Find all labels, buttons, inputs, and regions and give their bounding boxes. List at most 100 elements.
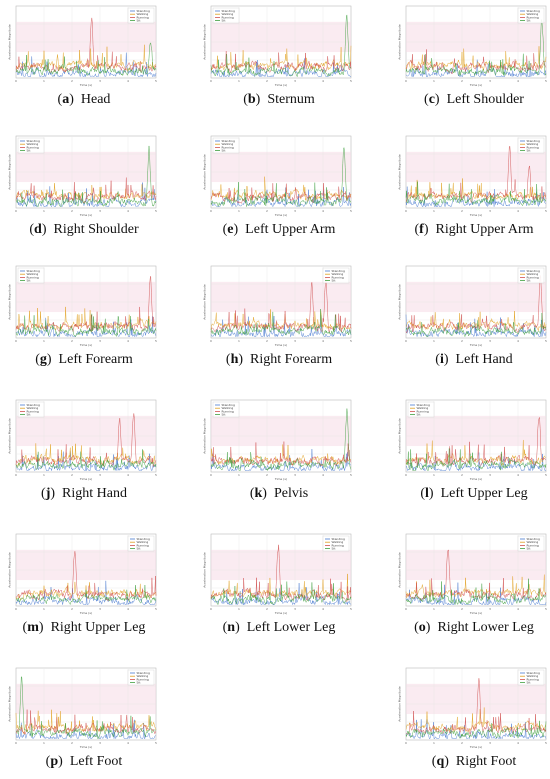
x-tick-label: 0 <box>15 339 17 343</box>
panel-caption: (n) Left Lower Leg <box>222 620 336 635</box>
x-tick-label: 4 <box>517 741 519 745</box>
legend-box <box>212 137 240 154</box>
x-tick-label: 1 <box>433 607 435 611</box>
legend-label-4: Sit <box>137 19 142 23</box>
x-tick-label: 1 <box>433 79 435 83</box>
y-axis-title: Acceleration Magnitude <box>398 24 402 60</box>
x-tick-label: 0 <box>405 79 407 83</box>
y-axis-title: Acceleration Magnitude <box>398 154 402 190</box>
panel-caption: (i) Left Hand <box>435 352 513 367</box>
panel-l: Acceleration Magnitude Time (s) 0 1 2 3 4 5 Stan… <box>398 398 550 506</box>
legend-label-1: Standing <box>27 403 40 407</box>
x-tick-label: 0 <box>405 339 407 343</box>
background-band <box>211 549 351 581</box>
x-tick-label: 0 <box>15 741 17 745</box>
x-tick-label: 3 <box>489 339 491 343</box>
x-tick-label: 2 <box>266 339 268 343</box>
panel-h: Acceleration Magnitude Time (s) 0 1 2 3 4 5 Stan… <box>203 264 355 372</box>
x-tick-label: 0 <box>405 473 407 477</box>
legend-box <box>17 137 45 154</box>
panel-label: Left Forearm <box>58 352 133 367</box>
series-line-4 <box>405 448 547 471</box>
panel-caption: (m) Right Upper Leg <box>22 620 146 635</box>
background-band <box>16 151 156 183</box>
legend-label-1: Standing <box>527 671 540 675</box>
series-line-4 <box>15 313 157 338</box>
panel-label: Right Forearm <box>250 352 333 367</box>
y-axis-title: Acceleration Magnitude <box>398 552 402 588</box>
legend-label-4: Sit <box>527 681 532 685</box>
legend-label-2: Walking <box>222 142 234 146</box>
legend-box <box>17 401 45 418</box>
x-tick-label: 5 <box>350 607 352 611</box>
x-tick-label: 3 <box>489 79 491 83</box>
series-line-4 <box>210 309 352 336</box>
x-tick-label: 4 <box>322 209 324 213</box>
x-tick-label: 1 <box>43 473 45 477</box>
y-axis-title: Acceleration Magnitude <box>203 154 207 190</box>
x-tick-label: 4 <box>127 79 129 83</box>
background-band <box>16 281 156 313</box>
panel-label: Right Foot <box>455 754 517 769</box>
x-tick-label: 0 <box>15 607 17 611</box>
y-axis-title: Acceleration Magnitude <box>203 418 207 454</box>
legend-box <box>322 535 350 552</box>
x-tick-label: 3 <box>489 473 491 477</box>
panel-letter: h <box>230 352 239 367</box>
background-band <box>211 281 351 313</box>
panel-caption: (l) Left Upper Leg <box>420 486 528 501</box>
legend-label-1: Standing <box>222 139 235 143</box>
x-tick-label: 0 <box>210 79 212 83</box>
legend-label-3: Running <box>137 15 149 19</box>
x-tick-label: 1 <box>433 741 435 745</box>
panel-caption: (e) Left Upper Arm <box>222 222 336 237</box>
series-line-3 <box>15 276 157 333</box>
panel-m: Acceleration Magnitude Time (s) 0 1 2 3 4 5 Stan… <box>8 532 160 640</box>
x-tick-label: 2 <box>71 79 73 83</box>
x-tick-label: 4 <box>127 339 129 343</box>
chart-c: Acceleration Magnitude Time (s) 0 1 2 3 4 5 Stan… <box>398 5 547 87</box>
x-tick-label: 2 <box>266 209 268 213</box>
panel-i: Acceleration Magnitude Time (s) 0 1 2 3 4 5 Stan… <box>398 264 550 372</box>
x-tick-label: 1 <box>43 607 45 611</box>
legend-label-1: Standing <box>527 9 540 13</box>
legend-label-3: Running <box>527 145 539 149</box>
panel-q: Acceleration Magnitude Time (s) 0 1 2 3 4 5 Stan… <box>398 666 550 774</box>
series-line-4 <box>210 14 352 78</box>
x-tick-label: 4 <box>127 607 129 611</box>
legend-label-4: Sit <box>332 547 337 551</box>
x-tick-label: 4 <box>517 339 519 343</box>
chart-q: Acceleration Magnitude Time (s) 0 1 2 3 4 5 Stan… <box>398 667 547 749</box>
x-tick-label: 5 <box>155 473 157 477</box>
panel-label: Left Upper Arm <box>245 222 336 237</box>
panel-letter: k <box>254 486 263 501</box>
series-line-1 <box>15 450 157 472</box>
x-tick-label: 5 <box>155 741 157 745</box>
background-band <box>16 415 156 447</box>
panel-caption: (g) Left Forearm <box>35 352 133 367</box>
panel-letter: j <box>45 486 51 501</box>
x-tick-label: 5 <box>155 209 157 213</box>
panel-letter: m <box>27 620 39 635</box>
legend-label-1: Standing <box>222 9 235 13</box>
legend-label-2: Walking <box>332 272 344 276</box>
legend-label-2: Walking <box>527 12 539 16</box>
series-line-4 <box>405 578 547 606</box>
background-band <box>211 415 351 447</box>
series-line-3 <box>405 416 547 467</box>
legend-label-2: Walking <box>527 142 539 146</box>
series-line-2 <box>210 45 352 72</box>
legend-box <box>322 267 350 284</box>
panel-letter: i <box>439 352 444 367</box>
series-line-3 <box>15 177 157 204</box>
x-tick-label: 5 <box>155 607 157 611</box>
panel-letter: d <box>34 222 42 237</box>
x-tick-label: 0 <box>210 209 212 213</box>
